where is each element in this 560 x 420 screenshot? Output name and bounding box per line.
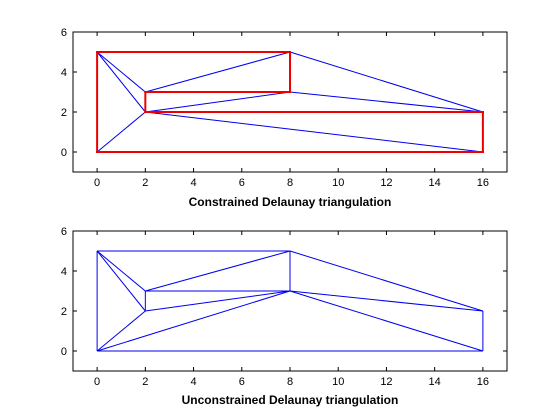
triangulation-edge bbox=[96, 51, 146, 93]
top-axes: 0 2 4 6 8 10 12 14 16 0 2 4 6 Constrained Delaunay t… bbox=[61, 27, 508, 209]
bottom-edges bbox=[96, 250, 484, 352]
top-constraints bbox=[96, 51, 484, 153]
y-tick-label: 0 bbox=[61, 346, 67, 358]
triangulation-edge bbox=[289, 290, 483, 312]
x-tick-label: 12 bbox=[380, 376, 392, 388]
triangulation-edge bbox=[96, 250, 146, 292]
y-tick-label: 2 bbox=[61, 107, 67, 119]
x-tick-label: 0 bbox=[94, 376, 100, 388]
triangulation-edge bbox=[145, 51, 291, 93]
bottom-xlabel: Unconstrained Delaunay triangulation bbox=[182, 393, 399, 407]
x-tick-label: 14 bbox=[429, 376, 441, 388]
triangulation-edge bbox=[96, 290, 291, 352]
triangulation-edge bbox=[96, 51, 146, 113]
triangulation-edge bbox=[289, 51, 484, 113]
y-tick-label: 4 bbox=[61, 266, 67, 278]
y-tick-label: 6 bbox=[61, 27, 67, 39]
triangulation-edge bbox=[289, 250, 484, 312]
x-tick-label: 0 bbox=[94, 177, 100, 189]
x-tick-label: 2 bbox=[142, 376, 148, 388]
top-ticks: 0 2 4 6 8 10 12 14 16 0 2 4 6 bbox=[61, 27, 507, 189]
x-tick-label: 6 bbox=[239, 376, 245, 388]
x-tick-label: 10 bbox=[332, 376, 344, 388]
y-tick-label: 6 bbox=[61, 226, 67, 238]
triangulation-edge bbox=[145, 290, 291, 312]
triangulation-edge bbox=[145, 91, 291, 113]
x-tick-label: 2 bbox=[142, 177, 148, 189]
y-tick-label: 0 bbox=[61, 147, 67, 159]
x-tick-label: 8 bbox=[287, 376, 293, 388]
bottom-axes: 0 2 4 6 8 10 12 14 16 0 2 4 6 Unconstrained Delaunay… bbox=[61, 226, 508, 407]
triangulation-edge bbox=[96, 310, 146, 352]
x-tick-label: 16 bbox=[477, 177, 489, 189]
x-tick-label: 4 bbox=[190, 177, 196, 189]
top-xlabel: Constrained Delaunay triangulation bbox=[189, 195, 392, 209]
x-tick-label: 4 bbox=[190, 376, 196, 388]
triangulation-edge bbox=[289, 91, 483, 113]
x-tick-label: 8 bbox=[287, 177, 293, 189]
triangulation-edge bbox=[96, 250, 146, 312]
x-tick-label: 10 bbox=[332, 177, 344, 189]
x-tick-label: 6 bbox=[239, 177, 245, 189]
triangulation-edge bbox=[96, 111, 146, 153]
triangulation-edge bbox=[145, 250, 291, 292]
x-tick-label: 12 bbox=[380, 177, 392, 189]
y-tick-label: 2 bbox=[61, 306, 67, 318]
x-tick-label: 16 bbox=[477, 376, 489, 388]
top-edges bbox=[96, 51, 484, 153]
triangulation-edge bbox=[145, 111, 483, 153]
y-tick-label: 4 bbox=[61, 67, 67, 79]
bottom-ticks: 0 2 4 6 8 10 12 14 16 0 2 4 6 bbox=[61, 226, 507, 388]
triangulation-edge bbox=[289, 290, 484, 352]
x-tick-label: 14 bbox=[429, 177, 441, 189]
